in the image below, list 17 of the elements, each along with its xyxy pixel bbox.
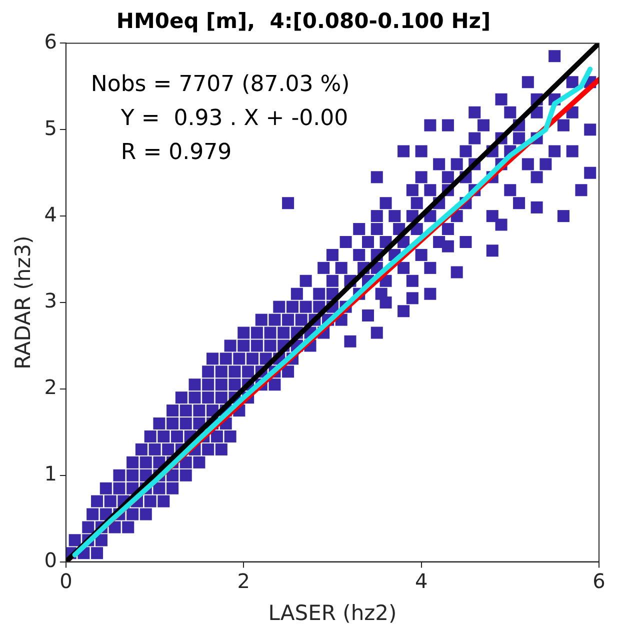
y-tick-label: 2 bbox=[44, 375, 57, 400]
y-axis-title: RADAR (hz3) bbox=[11, 236, 36, 370]
y-tick-label: 6 bbox=[44, 29, 57, 54]
y-tick-label: 3 bbox=[44, 288, 57, 313]
annotation: Nobs = 7707 (87.03 %) bbox=[90, 72, 350, 97]
y-tick-label: 1 bbox=[44, 462, 57, 486]
x-tick-label: 4 bbox=[414, 569, 428, 594]
chart-title: HM0eq [m], 4:[0.080-0.100 Hz] bbox=[116, 9, 491, 34]
x-tick-label: 2 bbox=[237, 569, 250, 594]
x-tick-label: 6 bbox=[592, 569, 606, 594]
x-axis-title: LASER (hz2) bbox=[268, 600, 397, 625]
x-tick-label: 0 bbox=[60, 569, 72, 594]
y-tick-label: 0 bbox=[44, 548, 57, 572]
y-tick-label: 5 bbox=[44, 116, 57, 140]
annotation: Y = 0.93 . X + -0.00 bbox=[120, 106, 348, 131]
annotation: R = 0.979 bbox=[120, 140, 232, 165]
y-tick-label: 4 bbox=[44, 202, 57, 226]
